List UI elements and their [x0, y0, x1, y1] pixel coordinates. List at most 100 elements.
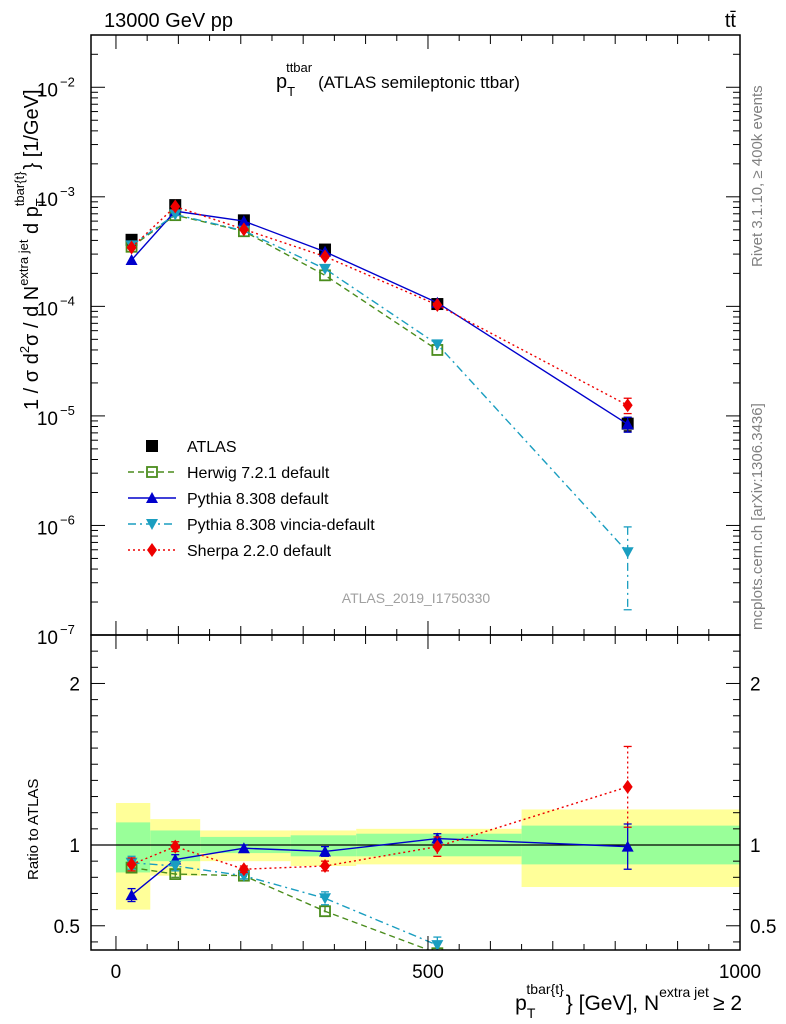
series-line-vincia — [131, 213, 629, 553]
ytick-label-2: 10 — [37, 409, 58, 430]
point-sherpa-2 — [238, 222, 249, 237]
ratio-ytick-label-left-0: 0.5 — [54, 917, 80, 938]
legend-item-herwig: Herwig 7.2.1 default — [128, 465, 330, 482]
ratio-point-pythia-2 — [237, 842, 250, 854]
ytick-label-3: 10 — [37, 299, 58, 320]
ylabel-b: 2 — [17, 346, 32, 353]
analysis-id-label: ATLAS_2019_I1750330 — [342, 590, 491, 606]
legend-item-sherpa: Sherpa 2.2.0 default — [128, 543, 332, 560]
legend-label-sherpa: Sherpa 2.2.0 default — [187, 543, 332, 560]
ytick-exp-1: −6 — [60, 512, 75, 527]
ratio-ylabel: Ratio to ATLAS — [25, 779, 42, 880]
ratio-point-sherpa-0 — [126, 857, 137, 872]
ytick-exp-4: −3 — [60, 184, 75, 199]
ratio-series-clipped — [125, 745, 634, 950]
ytick-label-4: 10 — [37, 190, 58, 211]
series-line-pythia — [131, 210, 629, 425]
ratio-ytick-label-left-1: 1 — [69, 836, 80, 857]
ytick-label-5: 10 — [37, 80, 58, 101]
xtick-label-1: 500 — [412, 962, 444, 983]
ytick-base: 10 — [37, 299, 58, 320]
main-title-p: p — [276, 71, 287, 93]
ylabel-e: d p — [21, 206, 43, 239]
mcplots-label: mcplots.cern.ch [arXiv:1306.3436] — [749, 403, 766, 630]
legend-marker-vincia — [146, 519, 158, 530]
ylabel-g: tbar{t} — [12, 171, 27, 206]
point-sherpa-0 — [126, 240, 137, 255]
ylabel-d: extra jet — [16, 239, 31, 286]
ratio-ytick-label-right-2: 2 — [750, 674, 761, 695]
ytick-base: 10 — [37, 80, 58, 101]
xlabel-a: p — [515, 992, 527, 1015]
ylabel-h: } [1/GeV] — [21, 89, 43, 169]
series-herwig — [125, 209, 444, 356]
ytick-label-1: 10 — [37, 518, 58, 539]
legend-label-vincia: Pythia 8.308 vincia-default — [187, 517, 375, 534]
xlabel-f: ≥ 2 — [713, 992, 742, 1015]
legend-marker-sherpa — [147, 543, 157, 557]
main-title-sub: T — [287, 84, 295, 99]
ratio-point-herwig-3 — [319, 905, 331, 918]
ratio-point-sherpa-4 — [432, 839, 443, 854]
ratio-series-vincia — [125, 855, 444, 950]
ytick-exp-2: −5 — [60, 403, 75, 418]
ratio-point-sherpa-1 — [170, 839, 181, 854]
legend-item-vincia: Pythia 8.308 vincia-default — [128, 517, 375, 534]
point-vincia-3 — [319, 263, 332, 275]
ytick-base: 10 — [37, 409, 58, 430]
legend-marker-atlas — [146, 440, 158, 452]
legend-item-pythia: Pythia 8.308 default — [128, 491, 329, 508]
series-atlas — [125, 199, 634, 432]
point-pythia-5 — [621, 418, 634, 430]
energy-label: 13000 GeV pp — [104, 10, 233, 32]
point-vincia-5 — [621, 547, 634, 559]
ratio-series-herwig — [125, 861, 444, 950]
ratio-uncertainty-bands — [115, 803, 740, 910]
ratio-plot-frame — [90, 634, 741, 951]
ratio-ytick-label-right-1: 1 — [750, 836, 761, 857]
ylabel-a: 1 / σ d — [21, 353, 43, 410]
legend-marker-herwig — [146, 466, 158, 478]
main-title-sup: ttbar — [286, 60, 313, 75]
xlabel-d: } [GeV], N — [566, 992, 659, 1015]
point-sherpa-1 — [170, 199, 181, 214]
ratio-series-sherpa — [126, 745, 633, 877]
point-sherpa-5 — [622, 398, 633, 413]
legend-label-atlas: ATLAS — [187, 439, 237, 456]
ratio-point-vincia-1 — [169, 861, 182, 872]
ratio-point-sherpa-2 — [238, 862, 249, 877]
ratio-point-vincia-4 — [431, 940, 444, 950]
point-sherpa-3 — [320, 249, 331, 264]
ytick-exp-3: −4 — [60, 293, 75, 308]
ytick-base: 10 — [37, 628, 58, 649]
xlabel-e: extra jet — [659, 984, 709, 1000]
xtick-label-0: 0 — [111, 962, 122, 983]
ratio-point-sherpa-3 — [320, 859, 331, 873]
ytick-base: 10 — [37, 190, 58, 211]
ratio-point-pythia-3 — [319, 845, 332, 857]
ytick-exp-0: −7 — [60, 622, 75, 637]
point-sherpa-4 — [432, 297, 443, 312]
main-title-rest: (ATLAS semileptonic ttbar) — [318, 73, 520, 92]
legend-marker-pythia — [146, 492, 158, 503]
rivet-label: Rivet 3.1.10, ≥ 400k events — [749, 85, 766, 267]
ylabel-f: T — [33, 198, 48, 206]
x-axis-label: pTtbar{t}} [GeV], Nextra jet ≥ 2 — [515, 981, 742, 1021]
process-label: tt̄ — [725, 10, 737, 32]
main-series-group — [125, 199, 634, 611]
series-line-sherpa — [131, 205, 628, 406]
ratio-point-pythia-0 — [125, 889, 138, 901]
legend-label-pythia: Pythia 8.308 default — [187, 491, 329, 508]
ratio-point-sherpa-5 — [622, 779, 633, 794]
ratio-series-group — [125, 745, 634, 950]
series-sherpa — [126, 199, 633, 415]
ylabel-c: σ / d N — [21, 286, 43, 346]
main-ylabel: 1 / σ d2σ / d Nextra jet d pTtbar{t} } [1… — [12, 89, 48, 410]
point-vincia-4 — [431, 339, 444, 351]
ratio-line-herwig — [131, 866, 431, 950]
ratio-ytick-label-left-2: 2 — [69, 674, 80, 695]
xlabel-b: T — [527, 1005, 536, 1021]
ratio-point-pythia-5 — [621, 840, 634, 852]
